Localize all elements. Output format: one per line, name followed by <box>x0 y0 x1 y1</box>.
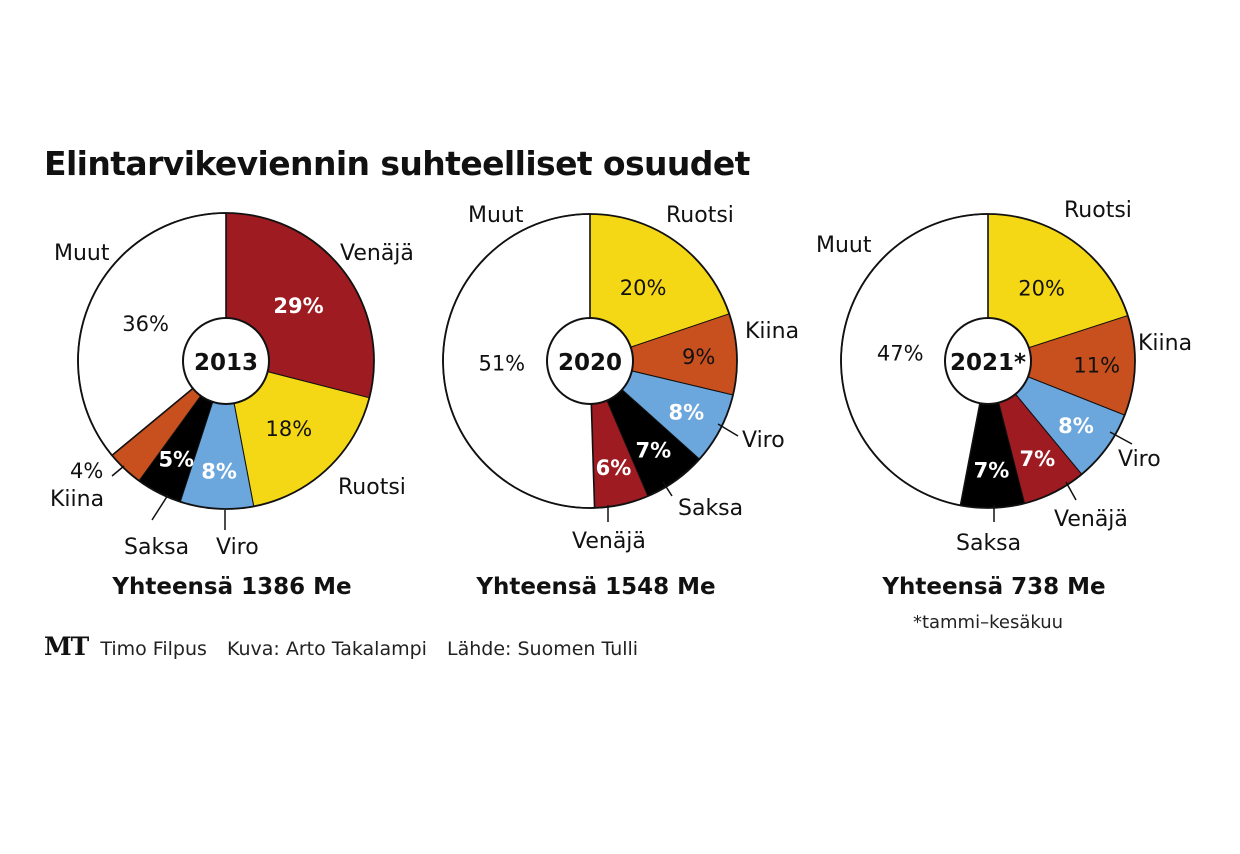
value-label-viro-2021: 8% <box>1058 414 1094 438</box>
mt-logo: MT <box>44 632 89 661</box>
center-hole <box>182 317 270 405</box>
pie-chart-2013: 29% 18% 8% 5% 36% 2013 Venäjä Ruotsi Viro Saksa Ki… <box>50 212 414 600</box>
value-label-ruotsi-2021: 20% <box>1018 276 1065 300</box>
category-label-ruotsi: Ruotsi <box>338 475 406 500</box>
total-label: Yhteensä 1548 Me <box>475 574 715 600</box>
category-label-kiina: Kiina <box>50 487 104 512</box>
value-label-muut-2020: 51% <box>478 351 525 375</box>
category-label-saksa: Saksa <box>956 531 1021 556</box>
value-label-saksa-2021: 7% <box>974 459 1010 483</box>
category-label-kiina: Kiina <box>745 319 799 344</box>
value-label-venaja-2013: 29% <box>273 294 323 318</box>
credit-photo: Kuva: Arto Takalampi <box>226 638 427 660</box>
center-hole <box>944 317 1032 405</box>
leader-line-saksa <box>662 481 673 497</box>
pie-outline <box>442 213 738 509</box>
leader-line-viro <box>717 423 739 437</box>
center-year-label: 2021* <box>950 350 1026 376</box>
category-label-venaja: Venäjä <box>340 241 414 266</box>
value-label-muut-2021: 47% <box>877 342 924 366</box>
credit-source: Lähde: Suomen Tulli <box>447 638 639 660</box>
value-label-kiina-2021: 11% <box>1073 353 1120 377</box>
category-label-kiina: Kiina <box>1138 331 1192 356</box>
value-label-kiina-2013: 4% <box>70 459 103 483</box>
category-label-saksa: Saksa <box>124 535 189 560</box>
value-label-viro-2013: 8% <box>201 459 237 483</box>
category-label-ruotsi: Ruotsi <box>666 203 734 228</box>
value-label-venaja-2020: 6% <box>596 456 632 480</box>
category-label-viro: Viro <box>742 428 785 453</box>
category-label-ruotsi: Ruotsi <box>1064 198 1132 223</box>
leader-line-venaja <box>1065 481 1077 501</box>
total-label: Yhteensä 738 Me <box>881 574 1105 600</box>
total-label: Yhteensä 1386 Me <box>111 574 351 600</box>
footnote: *tammi–kesäkuu <box>913 612 1063 633</box>
category-label-viro: Viro <box>216 535 259 560</box>
value-label-saksa-2013: 5% <box>158 448 194 472</box>
value-label-muut-2013: 36% <box>122 312 169 336</box>
chart-title: Elintarvikeviennin suhteelliset osuudet <box>44 144 750 183</box>
leader-line-viro <box>1109 431 1133 445</box>
value-label-saksa-2020: 7% <box>636 438 672 462</box>
center-year-label: 2020 <box>558 350 622 376</box>
center-hole <box>546 317 634 405</box>
category-label-venaja: Venäjä <box>1054 507 1128 532</box>
credit-author: Timo Filpus <box>100 638 207 660</box>
pie-chart-2020: 20% 9% 8% 7%6% 51% 2020 Ruotsi Kiina Viro Saksa Ve… <box>442 203 799 600</box>
center-year-label: 2013 <box>194 350 258 376</box>
value-label-venaja-2021: 7% <box>1020 447 1056 471</box>
pie-outline <box>77 212 375 510</box>
pie-outline <box>840 213 1136 509</box>
category-label-muut: Muut <box>816 233 872 258</box>
category-label-venaja: Venäjä <box>572 529 646 554</box>
leader-line-saksa <box>151 494 169 521</box>
credits: MT Timo Filpus Kuva: Arto Takalampi Lähd… <box>44 632 638 661</box>
category-label-muut: Muut <box>468 203 524 228</box>
value-label-ruotsi-2020: 20% <box>620 276 667 300</box>
value-label-ruotsi-2013: 18% <box>265 417 312 441</box>
category-label-viro: Viro <box>1118 447 1161 472</box>
pie-chart-2021: 20%11%8%7%7%47% 2021*RuotsiKiinaViroVenäj… <box>816 198 1192 633</box>
category-label-muut: Muut <box>54 241 110 266</box>
value-label-viro-2020: 8% <box>669 400 705 424</box>
leader-line-value-kiina <box>111 465 125 477</box>
category-label-saksa: Saksa <box>678 496 743 521</box>
value-label-kiina-2020: 9% <box>682 345 715 369</box>
